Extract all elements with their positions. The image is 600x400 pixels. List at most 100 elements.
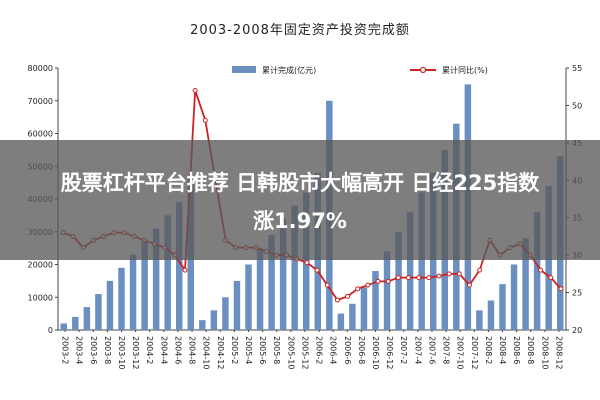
x-tick-label: 2004-8 bbox=[188, 336, 197, 364]
x-tick-label: 2004-10 bbox=[202, 336, 211, 369]
x-tick-label: 2004-6 bbox=[173, 336, 182, 364]
x-tick-label: 2007-8 bbox=[442, 336, 451, 364]
bar bbox=[418, 192, 425, 330]
x-tick-label: 2005-4 bbox=[244, 336, 253, 364]
x-tick-label: 2005-10 bbox=[286, 336, 295, 369]
x-tick-label: 2007-12 bbox=[470, 336, 479, 369]
x-tick-label: 2008-2 bbox=[484, 336, 493, 364]
x-tick-label: 2008-6 bbox=[512, 336, 521, 364]
line-point bbox=[182, 267, 188, 273]
legend-line-marker bbox=[419, 66, 427, 74]
x-tick-label: 2004-2 bbox=[145, 336, 154, 364]
x-tick-label: 2003-12 bbox=[131, 336, 140, 369]
line-point bbox=[558, 286, 564, 292]
y-left-tick-label: 0 bbox=[48, 326, 53, 335]
y-left-tick-label: 60000 bbox=[28, 130, 53, 139]
y-right-tick-label: 50 bbox=[572, 101, 582, 110]
x-tick-label: 2008-8 bbox=[526, 336, 535, 364]
line-point bbox=[355, 286, 361, 292]
x-tick-label: 2004-4 bbox=[159, 336, 168, 364]
y-right-tick-label: 55 bbox=[572, 64, 582, 73]
bar bbox=[175, 202, 183, 330]
line-point bbox=[456, 271, 462, 277]
x-tick-label: 2006-4 bbox=[329, 336, 338, 364]
line-point bbox=[416, 275, 422, 281]
bar bbox=[245, 264, 252, 330]
x-tick-label: 2005-12 bbox=[300, 336, 309, 369]
x-tick-label: 2006-8 bbox=[357, 336, 366, 364]
line-point bbox=[548, 275, 554, 281]
headline-overlay-band bbox=[0, 140, 600, 260]
x-tick-label: 2007-4 bbox=[413, 336, 422, 364]
bar bbox=[95, 293, 102, 330]
y-right-tick-label: 25 bbox=[572, 289, 582, 298]
bar bbox=[60, 323, 68, 330]
headline-line-2: 涨1.97% bbox=[253, 209, 347, 233]
x-tick-label: 2006-10 bbox=[371, 336, 380, 369]
bar bbox=[222, 297, 229, 330]
line-point bbox=[192, 87, 198, 93]
y-left-tick-label: 70000 bbox=[28, 97, 53, 106]
bar bbox=[337, 313, 345, 330]
y-left-tick-label: 20000 bbox=[28, 261, 53, 270]
line-point bbox=[395, 275, 401, 281]
bar bbox=[476, 310, 483, 330]
bar bbox=[487, 300, 495, 330]
x-tick-label: 2003-10 bbox=[117, 336, 126, 369]
line-point bbox=[324, 282, 330, 288]
line-point bbox=[202, 117, 208, 123]
bar bbox=[129, 254, 137, 330]
bar bbox=[106, 280, 114, 330]
legend-line-label: 累计同比(%) bbox=[442, 65, 488, 75]
line-point bbox=[466, 282, 472, 288]
x-tick-label: 2003-4 bbox=[75, 336, 84, 364]
legend-bar-label: 累计完成(亿元) bbox=[262, 65, 316, 75]
line-point bbox=[375, 278, 381, 284]
headline-overlay[interactable]: 股票杠杆平台推荐 日韩股市大幅高开 日经225指数 涨1.97% bbox=[10, 164, 590, 240]
line-point bbox=[538, 267, 544, 273]
bar bbox=[533, 212, 541, 330]
line-point bbox=[334, 297, 340, 303]
bar bbox=[256, 248, 264, 330]
x-tick-label: 2008-10 bbox=[540, 336, 549, 369]
line-point bbox=[446, 271, 452, 277]
headline-line-1: 股票杠杆平台推荐 日韩股市大幅高开 日经225指数 bbox=[60, 171, 540, 195]
line-point bbox=[345, 293, 351, 299]
line-point bbox=[304, 260, 310, 266]
bar bbox=[199, 320, 206, 330]
x-tick-label: 2005-2 bbox=[230, 336, 239, 364]
bar bbox=[522, 238, 529, 330]
bar bbox=[383, 251, 391, 330]
y-right-tick-label: 20 bbox=[572, 326, 582, 335]
bar bbox=[164, 215, 171, 330]
x-tick-label: 2003-2 bbox=[61, 336, 70, 364]
bar bbox=[279, 218, 287, 330]
bar bbox=[499, 284, 506, 330]
bar bbox=[406, 212, 414, 330]
y-left-tick-label: 10000 bbox=[28, 293, 53, 302]
x-tick-label: 2003-6 bbox=[89, 336, 98, 364]
bar bbox=[291, 205, 298, 330]
x-tick-label: 2006-6 bbox=[343, 336, 352, 364]
x-tick-label: 2003-8 bbox=[103, 336, 112, 364]
y-left-tick-label: 80000 bbox=[28, 64, 53, 73]
bar bbox=[372, 271, 379, 330]
bar bbox=[118, 267, 125, 330]
legend-bar-swatch bbox=[232, 66, 256, 73]
x-tick-label: 2008-12 bbox=[554, 336, 563, 369]
bar bbox=[360, 287, 368, 330]
bar bbox=[268, 235, 275, 330]
x-tick-label: 2006-2 bbox=[315, 336, 324, 364]
line-point bbox=[385, 278, 391, 284]
bar bbox=[83, 307, 91, 330]
line-point bbox=[365, 282, 371, 288]
bar bbox=[349, 303, 356, 330]
line-point bbox=[477, 267, 483, 273]
x-tick-label: 2005-8 bbox=[272, 336, 281, 364]
line-point bbox=[436, 273, 442, 279]
line-point bbox=[426, 275, 432, 281]
x-tick-label: 2007-6 bbox=[427, 336, 436, 364]
line-point bbox=[314, 267, 320, 273]
bar bbox=[395, 231, 402, 330]
bar bbox=[72, 316, 79, 330]
